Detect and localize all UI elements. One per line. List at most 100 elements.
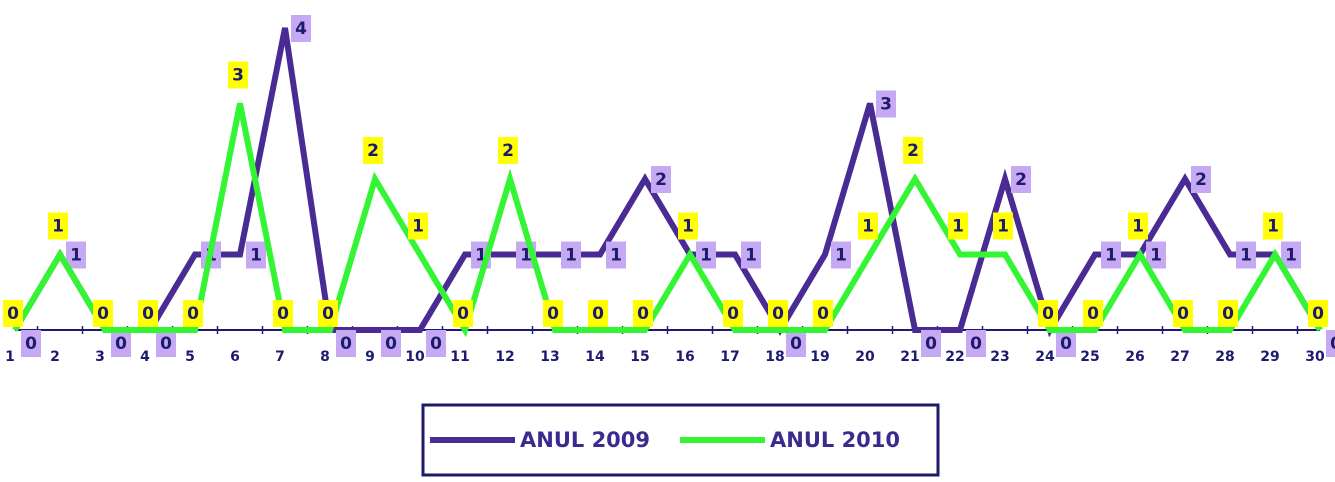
value-label: 0 [115, 334, 127, 354]
value-label: 1 [745, 246, 757, 266]
value-label: 0 [430, 334, 442, 354]
value-label: 0 [817, 304, 829, 324]
x-tick-label: 10 [405, 349, 425, 365]
value-label-bg [858, 212, 878, 240]
value-label-bg [138, 300, 158, 327]
value-label-bg [93, 300, 113, 327]
x-tick-label: 13 [540, 349, 559, 365]
value-label: 0 [1177, 304, 1189, 324]
x-tick-label: 30 [1305, 349, 1325, 365]
value-label: 1 [1240, 246, 1252, 266]
value-label-bg [111, 330, 131, 357]
value-label-bg [903, 137, 923, 164]
value-label-bg [66, 241, 86, 269]
x-tick-label: 29 [1260, 349, 1279, 365]
value-label-bg [1308, 300, 1328, 327]
value-label: 2 [1195, 170, 1207, 190]
value-label: 0 [25, 334, 37, 354]
value-label-bg [453, 300, 473, 327]
value-label-bg [966, 330, 986, 357]
value-label: 1 [412, 217, 424, 237]
value-label-bg [1128, 212, 1148, 240]
value-label-bg [1083, 300, 1103, 327]
x-tick-label: 18 [765, 349, 784, 365]
value-label: 1 [700, 246, 712, 266]
value-label-bg [678, 212, 698, 240]
value-label: 0 [277, 304, 289, 324]
value-label-bg [48, 212, 68, 240]
value-label: 0 [1312, 304, 1324, 324]
value-label-bg [1101, 241, 1121, 269]
value-label: 4 [295, 19, 307, 39]
value-label-bg [1236, 241, 1256, 269]
value-label: 1 [610, 246, 622, 266]
value-label: 1 [565, 246, 577, 266]
value-label: 0 [322, 304, 334, 324]
value-label: 2 [502, 141, 514, 161]
value-label: 0 [160, 334, 172, 354]
value-label: 0 [142, 304, 154, 324]
value-label-bg [651, 166, 671, 193]
legend-label: ANUL 2009 [520, 428, 650, 452]
value-label: 0 [457, 304, 469, 324]
value-label-bg [318, 300, 338, 327]
value-label-bg [876, 90, 896, 118]
value-label: 1 [835, 246, 847, 266]
value-label-bg [3, 300, 23, 327]
value-label-bg [786, 330, 806, 357]
value-label: 0 [547, 304, 559, 324]
value-label: 1 [997, 217, 1009, 237]
value-label-bg [1218, 300, 1238, 327]
value-label: 0 [772, 304, 784, 324]
value-label: 1 [520, 246, 532, 266]
value-label: 1 [52, 217, 64, 237]
x-tick-label: 1 [5, 349, 15, 365]
value-label: 1 [250, 246, 262, 266]
value-label: 0 [97, 304, 109, 324]
value-label-bg [381, 330, 401, 357]
value-label-bg [723, 300, 743, 327]
x-tick-label: 3 [95, 349, 105, 365]
value-label: 0 [1330, 334, 1335, 354]
legend-label: ANUL 2010 [770, 428, 900, 452]
x-tick-label: 28 [1215, 349, 1234, 365]
value-label: 1 [1132, 217, 1144, 237]
value-label-bg [1056, 330, 1076, 357]
x-tick-label: 12 [495, 349, 514, 365]
x-tick-label: 6 [230, 349, 240, 365]
value-label-bg [156, 330, 176, 357]
value-label: 0 [340, 334, 352, 354]
value-label: 0 [1087, 304, 1099, 324]
value-label-bg [336, 330, 356, 357]
value-label-bg [273, 300, 293, 327]
value-label: 3 [880, 95, 892, 115]
value-label-bg [696, 241, 716, 269]
value-label-bg [408, 212, 428, 240]
x-tick-label: 25 [1080, 349, 1099, 365]
value-label-bg [813, 300, 833, 327]
value-label: 1 [682, 217, 694, 237]
value-label-bg [21, 330, 41, 357]
value-label: 0 [637, 304, 649, 324]
value-label: 2 [367, 141, 379, 161]
value-label: 0 [187, 304, 199, 324]
value-label-bg [606, 241, 626, 269]
value-label: 1 [1105, 246, 1117, 266]
value-label-bg [588, 300, 608, 327]
value-label-bg [741, 241, 761, 269]
value-label: 0 [1042, 304, 1054, 324]
value-label: 1 [1267, 217, 1279, 237]
value-label: 0 [592, 304, 604, 324]
x-tick-label: 24 [1035, 349, 1055, 365]
value-label: 0 [727, 304, 739, 324]
value-label-bg [1263, 212, 1283, 240]
value-label-bg [1011, 166, 1031, 193]
value-label-bg [1146, 241, 1166, 269]
value-label: 2 [655, 170, 667, 190]
value-label: 0 [1222, 304, 1234, 324]
x-tick-label: 11 [450, 349, 469, 365]
value-label-bg [543, 300, 563, 327]
x-tick-label: 16 [675, 349, 694, 365]
value-label-bg [1281, 241, 1301, 269]
